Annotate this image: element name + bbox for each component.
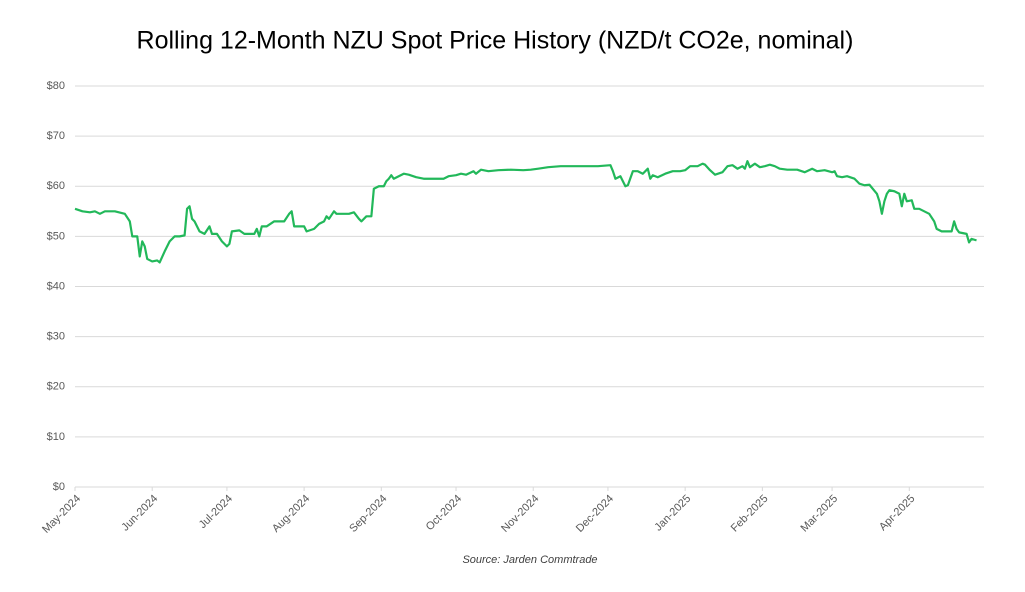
y-tick-label: $40: [47, 280, 65, 292]
y-tick-label: $20: [47, 381, 65, 393]
x-tick-label: Apr-2025: [877, 493, 917, 533]
price-line: [74, 160, 977, 264]
source: Source: Jarden Commtrade: [462, 554, 597, 566]
y-tick-label: $10: [47, 431, 65, 443]
x-tick-label: Jul-2024: [197, 493, 235, 531]
x-tick-label: Jun-2024: [119, 493, 160, 534]
y-tick-label: $60: [47, 180, 65, 192]
y-tick-label: $70: [47, 130, 65, 142]
x-tick-label: Feb-2025: [729, 493, 771, 535]
y-tick-label: $30: [47, 331, 65, 343]
x-tick-label: Jan-2025: [652, 493, 693, 534]
y-tick-label: $50: [47, 230, 65, 242]
x-tick-label: Oct-2024: [424, 493, 464, 533]
x-tick-label: Aug-2024: [270, 493, 312, 535]
x-tick-label: Mar-2025: [798, 493, 840, 535]
x-tick-label: May-2024: [40, 493, 83, 536]
x-tick-label: Nov-2024: [499, 493, 541, 535]
y-tick-label: $80: [47, 80, 65, 92]
x-tick-label: Dec-2024: [574, 493, 616, 535]
chart-title: Rolling 12-Month NZU Spot Price History …: [137, 27, 854, 55]
y-tick-label: $0: [53, 481, 65, 493]
x-tick-label: Sep-2024: [347, 493, 389, 535]
